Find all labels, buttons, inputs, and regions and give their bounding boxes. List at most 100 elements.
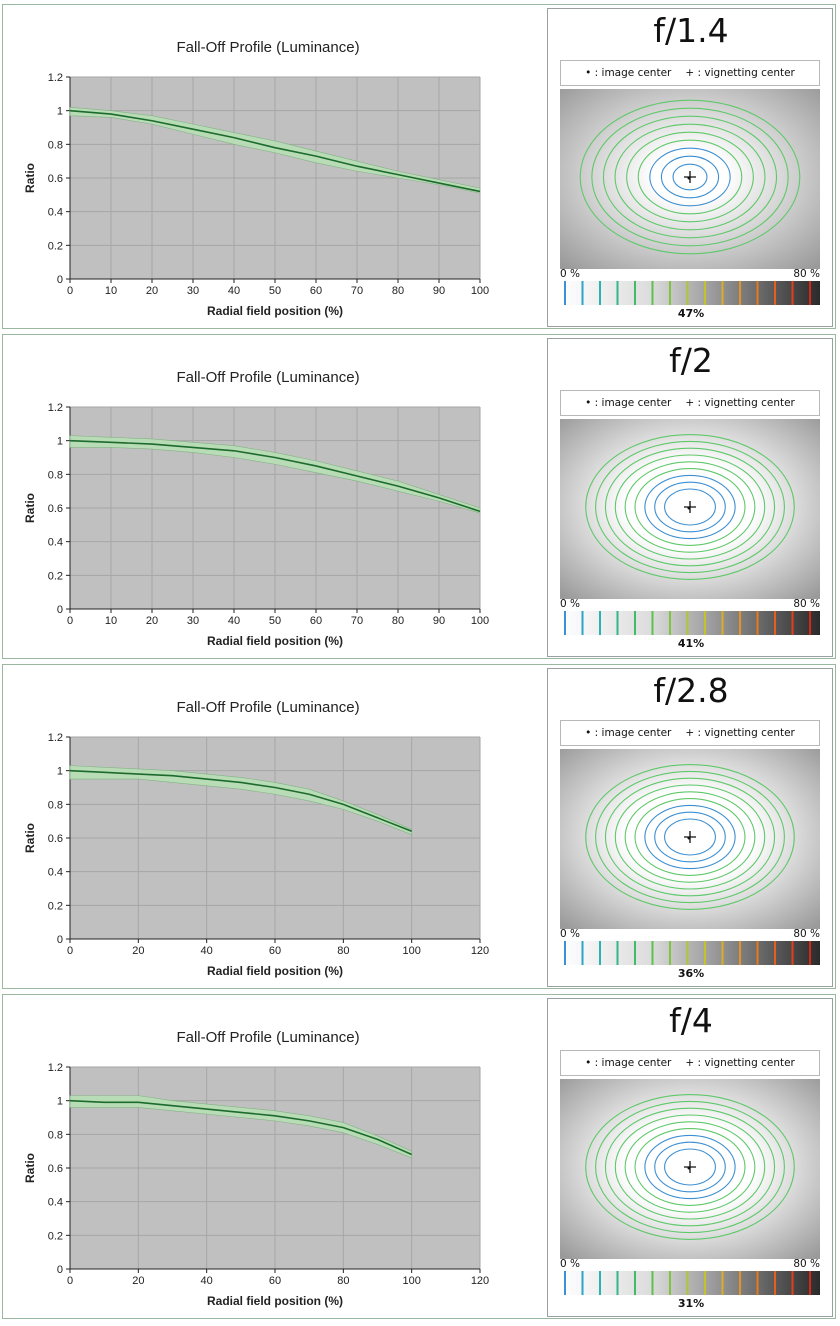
y-tick-label: 0.4 xyxy=(48,537,63,549)
y-tick-label: 1 xyxy=(57,766,63,778)
falloff-curve xyxy=(69,769,412,833)
scale-level-tick xyxy=(739,941,741,965)
scale-level-tick xyxy=(651,611,654,635)
scale-level-tick xyxy=(686,1271,689,1295)
scale-level-tick xyxy=(616,1271,619,1295)
scale-level-tick xyxy=(704,941,706,965)
contour-line xyxy=(624,1121,756,1213)
scale-level-tick xyxy=(791,611,794,635)
chart-title: Fall-Off Profile (Luminance) xyxy=(176,369,359,386)
scale-level-tick xyxy=(581,611,584,635)
x-tick-label: 70 xyxy=(351,285,363,297)
scale-level-tick xyxy=(686,941,689,965)
x-tick-label: 90 xyxy=(433,615,445,627)
x-tick-label: 10 xyxy=(105,285,117,297)
x-tick-label: 90 xyxy=(433,285,445,297)
aperture-label: f/4 xyxy=(669,1001,713,1040)
contour-line xyxy=(585,1094,795,1240)
scale-level-tick xyxy=(564,941,566,965)
x-tick-label: 100 xyxy=(471,285,489,297)
contour-line xyxy=(614,784,766,890)
y-tick-label: 1.2 xyxy=(48,402,63,414)
falloff-chart: Fall-Off Profile (Luminance) 0 10 20 30 40 50 6… xyxy=(10,348,500,653)
aperture-label: f/1.4 xyxy=(653,11,729,50)
vignetting-heatmap xyxy=(560,749,820,929)
x-tick-label: 120 xyxy=(471,1275,489,1287)
map-legend: • : image center + : vignetting center xyxy=(560,720,820,746)
row-frame xyxy=(2,4,836,329)
x-tick-label: 60 xyxy=(269,1275,281,1287)
contour-line xyxy=(634,798,746,876)
chart-title: Fall-Off Profile (Luminance) xyxy=(176,39,359,56)
contour-line xyxy=(654,811,726,863)
x-tick-label: 120 xyxy=(471,945,489,957)
vignetting-panel: f/2 • : image center + : vignetting cent… xyxy=(547,338,833,657)
falloff-curve xyxy=(69,439,481,513)
scale-level-tick xyxy=(704,281,706,305)
axes xyxy=(69,1067,480,1270)
contour-line xyxy=(604,777,776,897)
x-tick-label: 100 xyxy=(402,1275,420,1287)
vignetting-panel: f/4 • : image center + : vignetting cent… xyxy=(547,998,833,1317)
scale-high-label: 80 % xyxy=(793,598,820,610)
aperture-row: Fall-Off Profile (Luminance) 0 20 40 60 80 100… xyxy=(2,664,836,989)
color-scale-bar xyxy=(560,611,820,635)
y-tick-label: 0 xyxy=(57,604,63,616)
contour-line xyxy=(585,434,795,580)
vignetting-center-legend: + : vignetting center xyxy=(685,397,795,409)
scale-level-tick xyxy=(599,281,601,305)
contour-line xyxy=(579,99,801,255)
x-tick-label: 80 xyxy=(337,945,349,957)
y-axis-label: Ratio xyxy=(23,823,37,853)
contour-line xyxy=(660,155,720,199)
scale-level-tick xyxy=(721,1271,724,1295)
scale-level-tick xyxy=(791,1271,794,1295)
scale-high-label: 80 % xyxy=(793,268,820,280)
x-axis-label: Radial field position (%) xyxy=(207,964,343,978)
scale-level-tick xyxy=(809,941,811,965)
scale-gradient xyxy=(560,941,820,965)
contour-line xyxy=(595,1100,785,1234)
falloff-chart: Fall-Off Profile (Luminance) 0 20 40 60 80 100… xyxy=(10,678,500,983)
falloff-chart: Fall-Off Profile (Luminance) 0 10 20 30 40 50 6… xyxy=(10,18,500,323)
image-center-marker xyxy=(687,506,691,510)
y-tick-label: 1.2 xyxy=(48,732,63,744)
falloff-percent: 36% xyxy=(677,967,705,980)
confidence-band xyxy=(69,435,481,514)
row-frame xyxy=(2,994,836,1319)
contour-line xyxy=(604,1107,776,1227)
scale-level-tick xyxy=(616,611,619,635)
x-tick-label: 0 xyxy=(67,615,73,627)
contour-line xyxy=(595,770,785,904)
contour-line xyxy=(614,1114,766,1220)
vignetting-center-legend: + : vignetting center xyxy=(685,727,795,739)
scale-level-tick xyxy=(774,941,776,965)
scale-level-tick xyxy=(669,281,671,305)
x-tick-label: 50 xyxy=(269,285,281,297)
color-scale-bar xyxy=(560,281,820,305)
image-center-legend: • : image center xyxy=(585,67,672,79)
x-tick-label: 60 xyxy=(269,945,281,957)
row-frame xyxy=(2,664,836,989)
y-tick-label: 0.2 xyxy=(48,900,63,912)
x-tick-label: 40 xyxy=(228,615,240,627)
contour-line xyxy=(654,481,726,533)
y-tick-label: 1 xyxy=(57,1096,63,1108)
image-center-legend: • : image center xyxy=(585,397,672,409)
contour-line xyxy=(644,474,736,540)
scale-level-tick xyxy=(599,611,601,635)
y-tick-label: 0.6 xyxy=(48,503,63,515)
contour-line xyxy=(595,440,785,574)
scale-level-tick xyxy=(651,281,654,305)
contour-line xyxy=(604,447,776,567)
contour-line xyxy=(664,1148,716,1186)
scale-level-tick xyxy=(616,941,619,965)
x-tick-label: 80 xyxy=(337,1275,349,1287)
falloff-curve xyxy=(69,109,481,193)
scale-high-label: 80 % xyxy=(793,928,820,940)
chart-title: Fall-Off Profile (Luminance) xyxy=(176,699,359,716)
axes xyxy=(69,737,480,940)
axes xyxy=(69,77,480,280)
falloff-percent: 41% xyxy=(677,637,705,650)
x-axis-label: Radial field position (%) xyxy=(207,1294,343,1308)
